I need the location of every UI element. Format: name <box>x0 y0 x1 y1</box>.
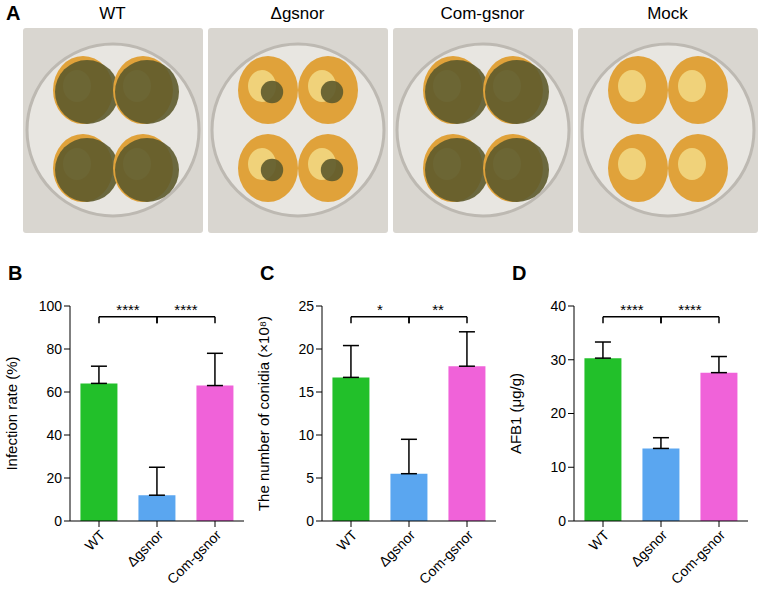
html-text:B: B <box>8 262 23 284</box>
html-text:C: C <box>260 262 275 284</box>
svg-text:20: 20 <box>298 341 314 357</box>
svg-text:*: * <box>377 301 383 318</box>
svg-text:0: 0 <box>306 513 314 529</box>
svg-text:Com-gsnor: Com-gsnor <box>668 527 729 588</box>
svg-text:40: 40 <box>550 298 566 314</box>
svg-text:0: 0 <box>54 513 62 529</box>
svg-text:5: 5 <box>306 470 314 486</box>
html-text:Mock: Mock <box>647 4 688 23</box>
svg-text:15: 15 <box>298 384 314 400</box>
html-text:D: D <box>512 262 527 284</box>
svg-text:100: 100 <box>39 298 63 314</box>
svg-text:Δgsnor: Δgsnor <box>123 527 166 570</box>
svg-text:Com-gsnor: Com-gsnor <box>416 527 477 588</box>
svg-text:10: 10 <box>298 427 314 443</box>
html-text:Com-gsnor: Com-gsnor <box>440 4 525 23</box>
svg-text:The number of conidia (×10⁸): The number of conidia (×10⁸) <box>256 316 272 511</box>
svg-text:Com-gsnor: Com-gsnor <box>164 527 225 588</box>
svg-text:****: **** <box>620 301 644 318</box>
svg-text:60: 60 <box>46 384 62 400</box>
svg-text:****: **** <box>174 301 198 318</box>
svg-text:Δgsnor: Δgsnor <box>627 527 670 570</box>
svg-text:40: 40 <box>46 427 62 443</box>
svg-text:25: 25 <box>298 298 314 314</box>
svg-text:****: **** <box>678 301 702 318</box>
svg-text:30: 30 <box>550 352 566 368</box>
html-text:A: A <box>6 2 21 24</box>
svg-text:Δgsnor: Δgsnor <box>375 527 418 570</box>
svg-text:**: ** <box>432 301 444 318</box>
svg-text:80: 80 <box>46 341 62 357</box>
svg-text:WT: WT <box>333 527 360 554</box>
svg-text:****: **** <box>116 301 140 318</box>
svg-text:10: 10 <box>550 459 566 475</box>
html-text:Δgsnor: Δgsnor <box>270 4 325 23</box>
svg-text:0: 0 <box>558 513 566 529</box>
html-text:WT: WT <box>99 4 126 23</box>
svg-text:20: 20 <box>550 405 566 421</box>
svg-text:WT: WT <box>81 527 108 554</box>
svg-text:20: 20 <box>46 470 62 486</box>
svg-text:WT: WT <box>585 527 612 554</box>
svg-text:AFB1 (μg/g): AFB1 (μg/g) <box>508 373 524 454</box>
svg-text:Infection rate (%): Infection rate (%) <box>4 356 20 470</box>
